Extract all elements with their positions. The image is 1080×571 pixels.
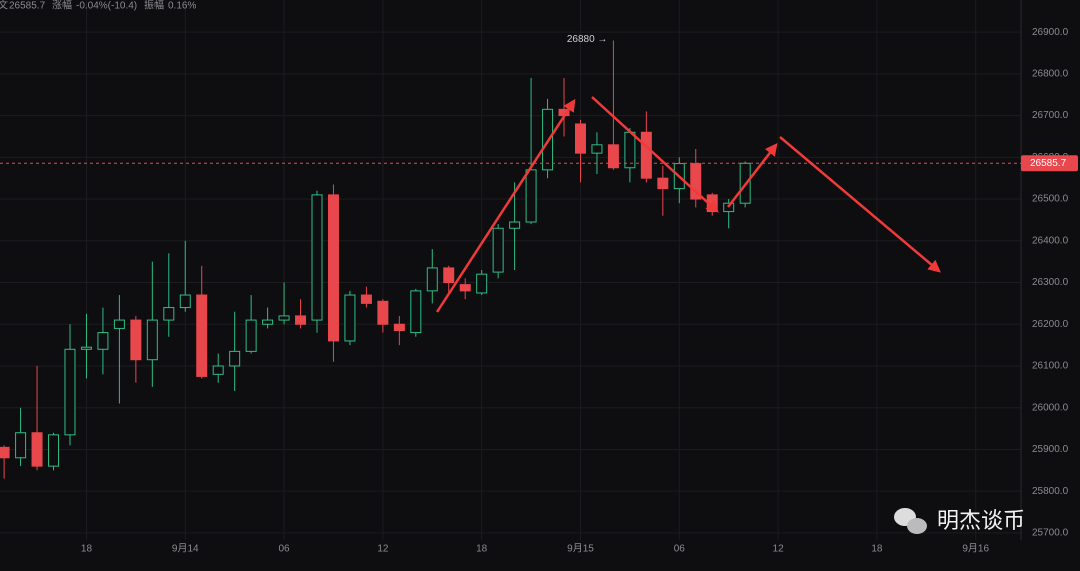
candle-body	[640, 131, 652, 179]
arrow	[591, 96, 719, 213]
y-tick-label: 26200.0	[1032, 319, 1069, 330]
candle-body	[476, 273, 488, 294]
x-tick-label: 12	[377, 544, 389, 555]
close-label: 文	[0, 0, 8, 12]
candle-body	[212, 365, 224, 375]
x-tick-label: 18	[81, 544, 93, 555]
candle-body	[492, 227, 504, 273]
candle-body	[163, 307, 175, 321]
candle-body	[196, 294, 208, 377]
candle-body	[426, 267, 438, 292]
amplitude-label: 振幅	[144, 0, 164, 12]
amplitude: 0.16%	[168, 1, 196, 12]
candle-body	[574, 123, 586, 154]
y-tick-label: 26000.0	[1032, 402, 1069, 413]
candle-body	[690, 163, 702, 200]
x-tick-label: 18	[871, 544, 883, 555]
candle-body	[179, 294, 191, 309]
change: -0.04%(-10.4)	[76, 1, 137, 12]
candle-body	[525, 169, 537, 223]
close: 26585.7	[9, 1, 46, 12]
candle-body	[64, 348, 76, 436]
candle-body	[31, 432, 43, 467]
y-tick-label: 26300.0	[1032, 277, 1069, 288]
candle-body	[393, 323, 405, 332]
candle-body	[459, 284, 471, 292]
change-label: 涨幅	[52, 0, 72, 12]
y-tick-label: 25800.0	[1032, 486, 1069, 497]
candle-body	[113, 319, 125, 329]
annotation: 26880 →	[567, 34, 608, 45]
candle-body	[146, 319, 158, 361]
candle-body	[80, 346, 92, 350]
x-tick-label: 06	[279, 544, 291, 555]
watermark: 明杰谈币	[894, 508, 1025, 534]
candle-body	[607, 144, 619, 169]
y-tick-label: 26800.0	[1032, 69, 1069, 80]
candle-body	[360, 294, 372, 304]
arrow	[435, 98, 576, 313]
candle-body	[624, 131, 636, 169]
candle-body	[262, 319, 274, 325]
x-tick-label: 9月16	[962, 543, 989, 555]
x-tick-label: 06	[674, 544, 686, 555]
y-tick-label: 26100.0	[1032, 361, 1069, 372]
x-tick-label: 18	[476, 544, 488, 555]
candle-body	[657, 177, 669, 190]
candle-body	[311, 194, 323, 321]
candle-body	[591, 144, 603, 154]
arrow	[779, 136, 941, 273]
x-tick-label: 9月14	[172, 543, 199, 555]
candle-body	[0, 446, 10, 459]
candle-body	[344, 294, 356, 342]
candle-body	[443, 267, 455, 284]
x-tick-label: 9月15	[567, 543, 594, 555]
last-price-label: 26585.7	[1030, 158, 1067, 169]
candle-body	[15, 432, 27, 459]
candle-body	[377, 300, 389, 325]
y-tick-label: 26500.0	[1032, 194, 1069, 205]
y-tick-label: 26900.0	[1032, 27, 1069, 38]
candle-body	[327, 194, 339, 342]
last-price-box	[1021, 155, 1078, 172]
candle-body	[295, 315, 307, 325]
candle-body	[410, 290, 422, 334]
candle-body	[97, 332, 109, 350]
arrow	[727, 143, 778, 208]
drawn-arrows	[435, 96, 941, 313]
header: 文 26585.7 涨幅 -0.04%(-10.4) 振幅 0.16%	[0, 0, 196, 12]
candle-body	[229, 350, 241, 367]
y-tick-label: 25700.0	[1032, 528, 1069, 539]
candle-body	[509, 221, 521, 229]
candle-body	[48, 434, 60, 467]
candle-body	[245, 319, 257, 352]
candle-body	[130, 319, 142, 361]
watermark-text: 明杰谈币	[937, 508, 1025, 533]
y-tick-label: 25900.0	[1032, 444, 1069, 455]
y-tick-label: 26400.0	[1032, 235, 1069, 246]
x-tick-label: 12	[773, 544, 785, 555]
wechat-icon	[907, 518, 927, 534]
candle-body	[278, 315, 290, 321]
y-tick-label: 26700.0	[1032, 110, 1069, 121]
